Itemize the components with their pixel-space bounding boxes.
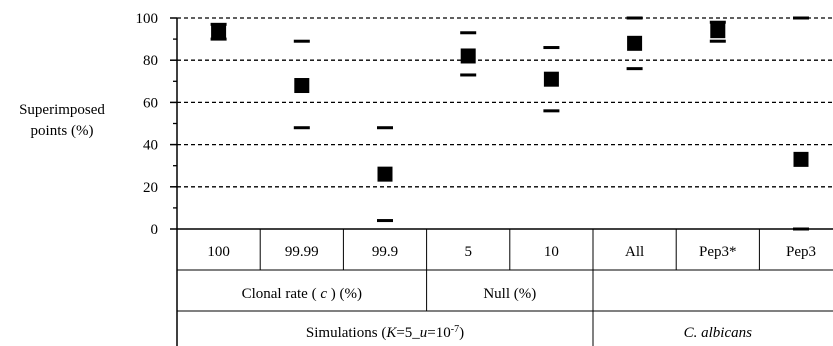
y-axis-label-text: Superimposed points (%) [19,102,105,139]
mean-point [710,23,726,39]
upper-bound-mark [293,39,310,43]
upper-bound-mark [709,20,726,24]
subgroup-label: Clonal rate ( c ) (%) [242,286,362,302]
category-label: All [625,244,644,260]
y-tick-label: 0 [151,222,159,238]
upper-bound-mark [793,16,809,20]
y-tick-label: 60 [143,95,158,111]
lower-bound-mark [626,67,643,71]
mean-point [793,151,809,167]
lower-bound-mark [709,39,726,43]
mean-point [377,166,393,182]
group-label: C. albicans [684,325,752,341]
lower-bound-mark [543,109,560,113]
lower-bound-mark [377,219,393,223]
upper-bound-mark [626,16,643,20]
y-tick-label: 40 [143,138,158,154]
category-label: Pep3 [786,244,816,260]
category-label: 10 [544,244,559,260]
y-tick-label: 100 [136,11,159,27]
y-tick-label: 20 [143,180,158,196]
y-tick-label: 80 [143,53,158,69]
category-label: 100 [207,244,230,260]
subgroup-label: Null (%) [483,286,536,302]
mean-point [294,78,310,94]
mean-point [627,35,643,51]
mean-point [211,25,227,41]
mean-point [460,48,476,64]
group-label: Simulations (K=5_u=10-7) [306,324,464,342]
category-label: 5 [464,244,472,260]
category-label: Pep3* [699,244,737,260]
lower-bound-mark [460,73,477,77]
category-label: 99.99 [285,244,319,260]
lower-bound-mark [293,126,310,130]
upper-bound-mark [210,22,227,26]
y-axis-label: Superimposed points (%) [6,100,118,142]
category-label: 99.9 [372,244,398,260]
upper-bound-mark [460,31,477,35]
mean-point [543,71,559,87]
upper-bound-mark [543,46,560,50]
lower-bound-mark [793,227,809,231]
upper-bound-mark [377,126,393,130]
